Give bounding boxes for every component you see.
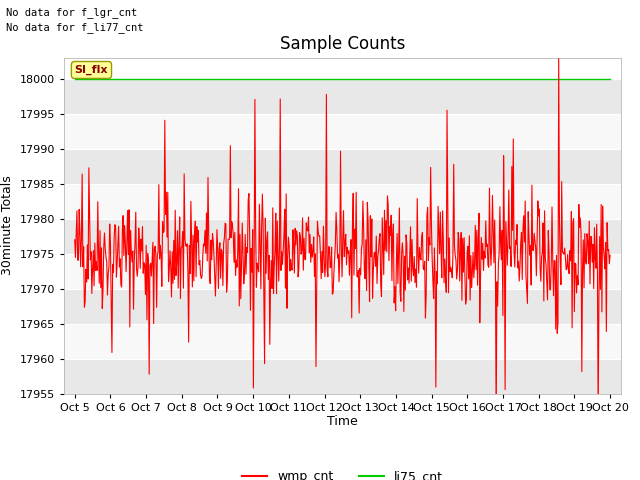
Y-axis label: 30minute Totals: 30minute Totals [1, 176, 14, 276]
Bar [64, 114, 621, 149]
Bar [64, 288, 621, 324]
Text: No data for f_li77_cnt: No data for f_li77_cnt [6, 22, 144, 33]
Text: SI_flx: SI_flx [75, 65, 108, 75]
Bar [64, 253, 621, 288]
Bar [64, 149, 621, 184]
Legend: wmp_cnt, li75_cnt: wmp_cnt, li75_cnt [237, 465, 447, 480]
X-axis label: Time: Time [327, 415, 358, 429]
Bar [64, 218, 621, 253]
Text: No data for f_lgr_cnt: No data for f_lgr_cnt [6, 7, 138, 18]
Title: Sample Counts: Sample Counts [280, 35, 405, 53]
Bar [64, 359, 621, 394]
Bar [64, 184, 621, 218]
Bar [64, 324, 621, 359]
Bar [64, 79, 621, 114]
